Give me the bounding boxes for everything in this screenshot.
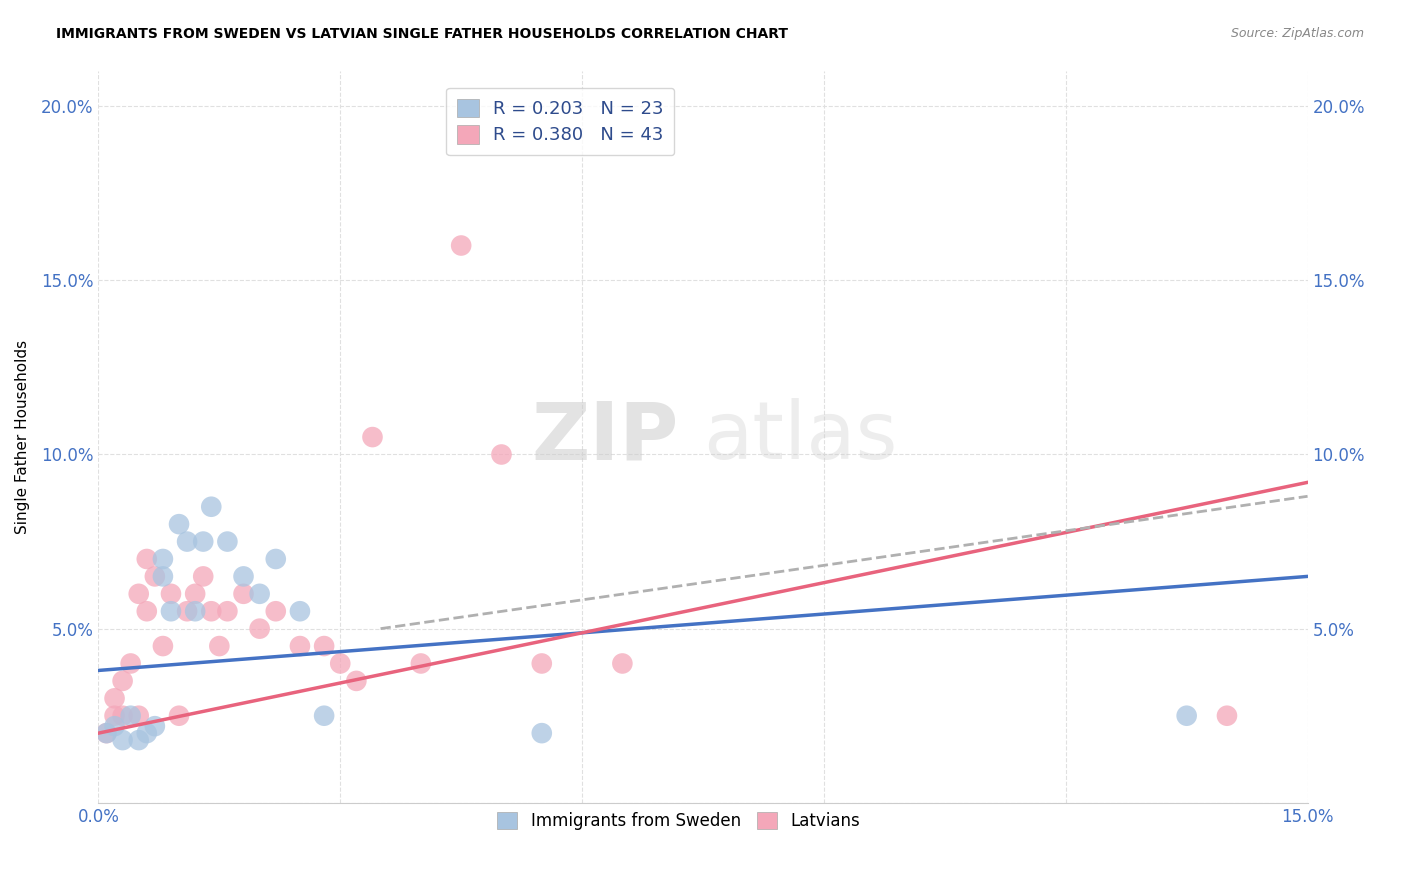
Point	[128, 587, 150, 601]
Point	[96, 726, 118, 740]
Point	[612, 657, 634, 671]
Point	[152, 552, 174, 566]
Point	[120, 657, 142, 671]
Point	[111, 673, 134, 688]
Point	[193, 569, 215, 583]
Point	[200, 500, 222, 514]
Point	[208, 639, 231, 653]
Legend: Immigrants from Sweden, Latvians: Immigrants from Sweden, Latvians	[489, 804, 869, 838]
Point	[135, 552, 157, 566]
Point	[1216, 708, 1239, 723]
Point	[103, 719, 125, 733]
Point	[176, 534, 198, 549]
Point	[450, 238, 472, 252]
Point	[200, 604, 222, 618]
Point	[128, 708, 150, 723]
Point	[344, 673, 367, 688]
Point	[193, 534, 215, 549]
Point	[111, 708, 134, 723]
Point	[103, 691, 125, 706]
Point	[329, 657, 352, 671]
Point	[120, 708, 142, 723]
Point	[160, 587, 183, 601]
Point	[530, 726, 553, 740]
Point	[264, 604, 287, 618]
Point	[135, 726, 157, 740]
Point	[143, 569, 166, 583]
Point	[361, 430, 384, 444]
Point	[288, 639, 311, 653]
Point	[491, 448, 513, 462]
Point	[96, 726, 118, 740]
Point	[314, 639, 336, 653]
Point	[111, 733, 134, 747]
Point	[314, 708, 336, 723]
Point	[176, 604, 198, 618]
Point	[135, 604, 157, 618]
Point	[217, 604, 239, 618]
Point	[409, 657, 432, 671]
Point	[152, 569, 174, 583]
Point	[249, 622, 271, 636]
Point	[167, 517, 190, 532]
Point	[264, 552, 287, 566]
Point	[288, 604, 311, 618]
Text: Source: ZipAtlas.com: Source: ZipAtlas.com	[1230, 27, 1364, 40]
Text: ZIP: ZIP	[531, 398, 679, 476]
Text: IMMIGRANTS FROM SWEDEN VS LATVIAN SINGLE FATHER HOUSEHOLDS CORRELATION CHART: IMMIGRANTS FROM SWEDEN VS LATVIAN SINGLE…	[56, 27, 789, 41]
Point	[232, 569, 254, 583]
Point	[217, 534, 239, 549]
Point	[143, 719, 166, 733]
Point	[232, 587, 254, 601]
Point	[128, 733, 150, 747]
Point	[530, 657, 553, 671]
Point	[1175, 708, 1198, 723]
Point	[152, 639, 174, 653]
Text: atlas: atlas	[703, 398, 897, 476]
Point	[249, 587, 271, 601]
Point	[160, 604, 183, 618]
Point	[184, 587, 207, 601]
Point	[167, 708, 190, 723]
Y-axis label: Single Father Households: Single Father Households	[15, 340, 30, 534]
Point	[184, 604, 207, 618]
Point	[103, 708, 125, 723]
